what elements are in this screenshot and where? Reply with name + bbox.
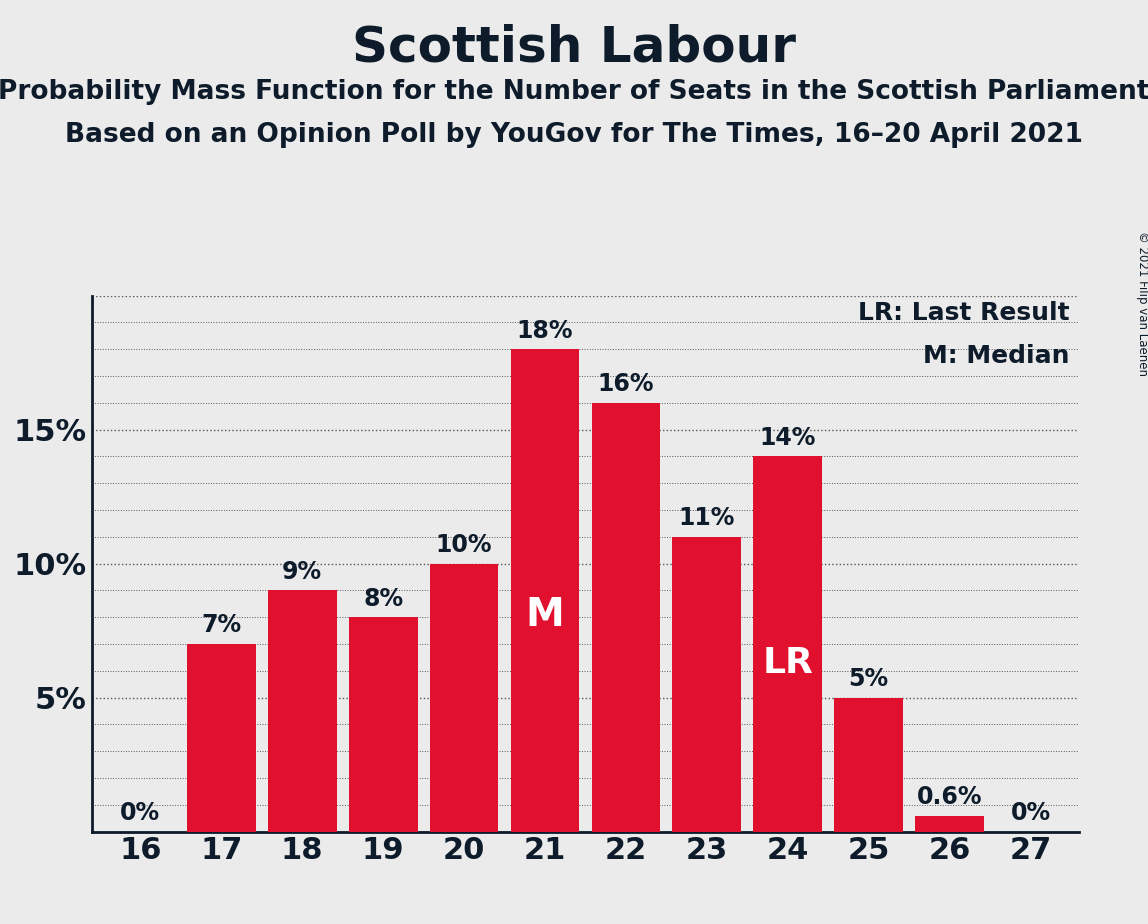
Text: 10%: 10% (436, 533, 492, 557)
Text: M: Median: M: Median (923, 344, 1069, 368)
Text: 5%: 5% (848, 667, 889, 691)
Text: 0.6%: 0.6% (917, 784, 983, 808)
Text: 9%: 9% (282, 560, 323, 584)
Text: 7%: 7% (201, 614, 241, 638)
Bar (511, 349, 580, 832)
Text: 16%: 16% (598, 372, 654, 396)
Text: Probability Mass Function for the Number of Seats in the Scottish Parliament: Probability Mass Function for the Number… (0, 79, 1148, 104)
Bar (267, 590, 336, 832)
Text: M: M (526, 596, 565, 634)
Bar (187, 644, 256, 832)
Text: Based on an Opinion Poll by YouGov for The Times, 16–20 April 2021: Based on an Opinion Poll by YouGov for T… (65, 122, 1083, 148)
Text: 18%: 18% (517, 319, 573, 343)
Bar (835, 698, 903, 832)
Bar (429, 564, 498, 832)
Text: 14%: 14% (760, 426, 816, 450)
Text: 11%: 11% (678, 506, 735, 530)
Bar (349, 617, 418, 832)
Bar (915, 816, 984, 832)
Text: 8%: 8% (363, 587, 403, 611)
Bar (591, 403, 660, 832)
Bar (753, 456, 822, 832)
Text: LR: Last Result: LR: Last Result (858, 301, 1069, 325)
Text: 0%: 0% (121, 801, 161, 825)
Text: Scottish Labour: Scottish Labour (352, 23, 796, 71)
Text: 0%: 0% (1010, 801, 1050, 825)
Bar (673, 537, 742, 832)
Text: LR: LR (762, 646, 813, 680)
Text: © 2021 Filip van Laenen: © 2021 Filip van Laenen (1135, 231, 1148, 376)
